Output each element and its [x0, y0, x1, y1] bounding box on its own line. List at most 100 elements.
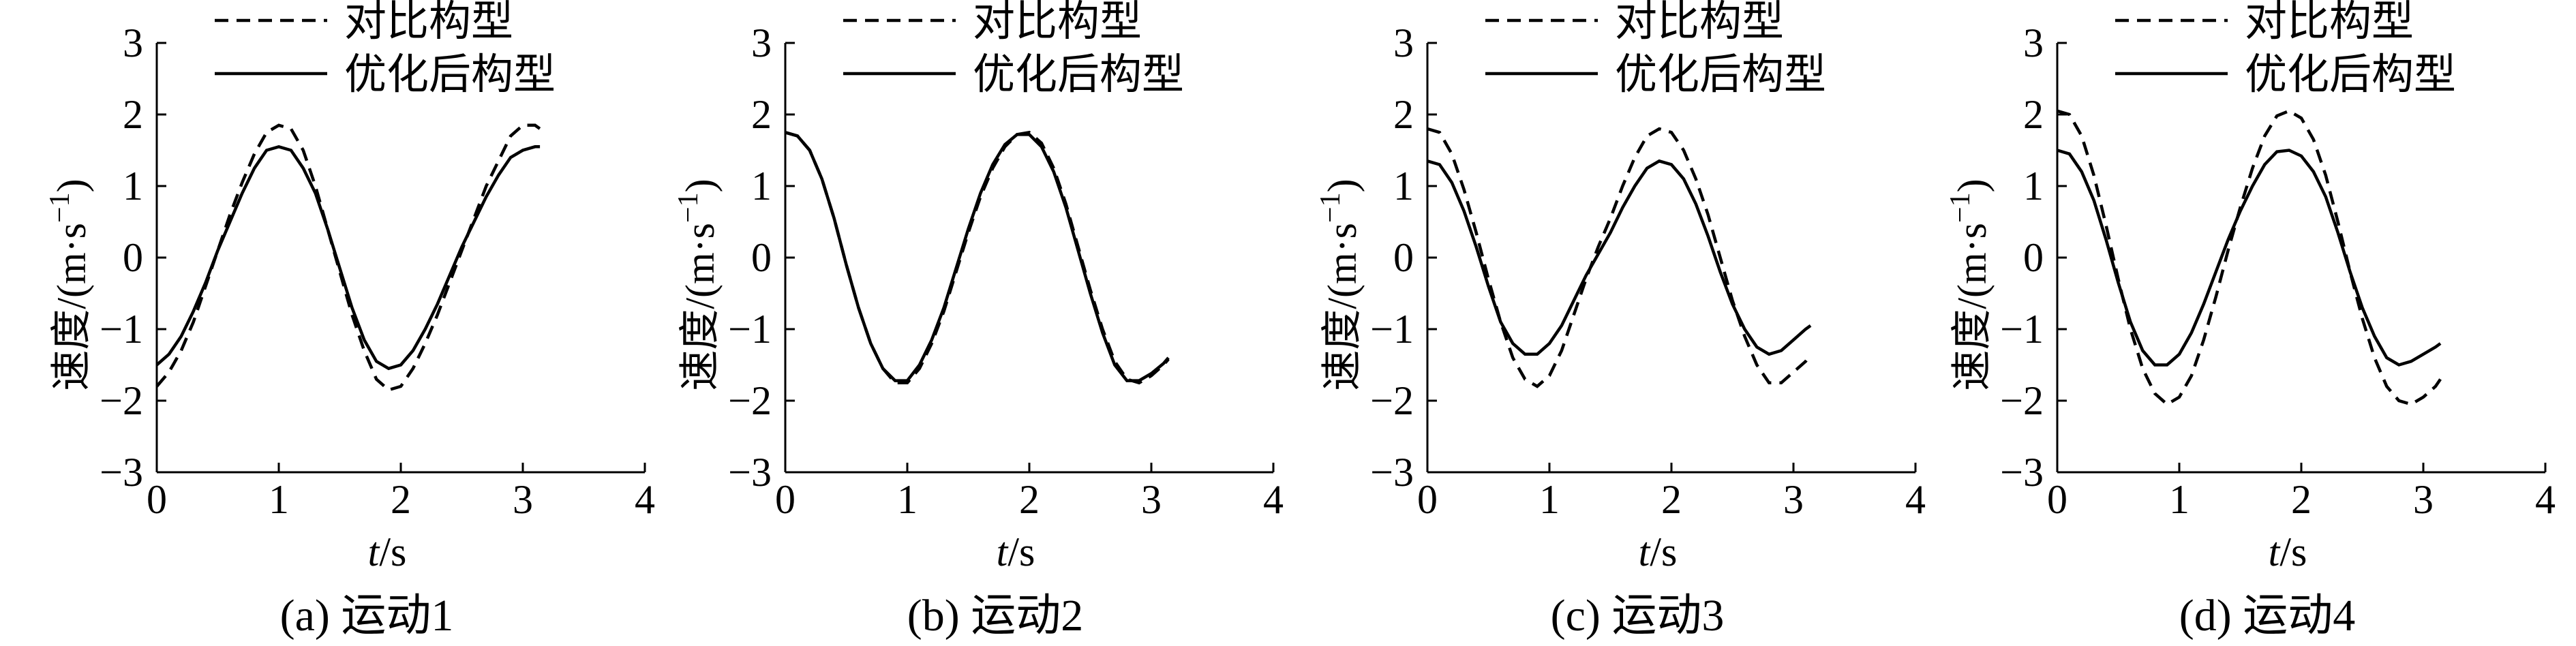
series-line-comparison [785, 130, 1170, 385]
x-axis-label: t/s [1639, 529, 1678, 574]
x-tick-label: 3 [513, 477, 533, 522]
y-axis-label: 速度/(m·s−1) [1945, 179, 1995, 390]
x-axis-label-var: t [1639, 529, 1651, 574]
legend-label-optimized: 优化后构型 [2245, 52, 2456, 98]
y-axis-label: 速度/(m·s−1) [673, 179, 723, 390]
y-tick-label: 2 [123, 92, 143, 137]
x-tick-label: 0 [1417, 477, 1438, 522]
x-tick-label: 2 [2291, 477, 2312, 522]
y-tick-label: −3 [1370, 450, 1414, 495]
y-tick-label: −2 [100, 378, 143, 423]
y-tick-label: 2 [751, 92, 772, 137]
y-axis-label-close: ) [1950, 179, 1995, 192]
x-tick-label: 1 [2169, 477, 2189, 522]
y-axis-label: 速度/(m·s−1) [1315, 179, 1365, 390]
legend-label-comparison: 对比构型 [1615, 0, 1784, 45]
y-tick-label: 1 [1393, 164, 1414, 209]
y-tick-label: −2 [728, 378, 772, 423]
y-tick-label: 3 [1393, 20, 1414, 65]
x-tick-label: 1 [1539, 477, 1560, 522]
x-axis-label-var: t [368, 529, 380, 574]
y-axis-label-main: 速度/(m·s [49, 223, 94, 391]
series-line-comparison [2057, 109, 2442, 407]
y-tick-label: 0 [123, 235, 143, 280]
y-tick-label: −3 [728, 450, 772, 495]
y-axis-label-sup: −1 [44, 192, 76, 223]
y-tick-label: 3 [751, 20, 772, 65]
y-tick-label: −3 [2000, 450, 2044, 495]
y-tick-label: 1 [123, 164, 143, 209]
y-tick-label: 1 [751, 164, 772, 209]
y-tick-label: 2 [2023, 92, 2044, 137]
y-axis-label-sup: −1 [673, 192, 704, 223]
y-axis-label-close: ) [678, 179, 723, 192]
panel-caption: (c) 运动3 [1551, 591, 1725, 641]
series-line-optimized [155, 144, 541, 371]
x-axis-label: t/s [997, 529, 1035, 574]
panel-caption: (d) 运动4 [2179, 591, 2355, 641]
y-tick-label: −2 [1370, 378, 1414, 423]
legend-label-comparison: 对比构型 [2245, 0, 2414, 45]
y-axis-label-close: ) [1320, 179, 1365, 192]
y-tick-label: −1 [728, 307, 772, 352]
y-tick-label: 1 [2023, 164, 2044, 209]
x-tick-label: 1 [897, 477, 918, 522]
y-axis-label-main: 速度/(m·s [1320, 223, 1365, 391]
y-tick-label: 2 [1393, 92, 1414, 137]
x-tick-label: 1 [269, 477, 289, 522]
x-tick-label: 3 [2413, 477, 2434, 522]
panel-caption: (b) 运动2 [907, 591, 1083, 641]
x-axis-label-unit: /s [1007, 529, 1035, 574]
x-axis-label-unit: /s [2279, 529, 2307, 574]
y-tick-label: −1 [2000, 307, 2044, 352]
y-tick-label: 0 [2023, 235, 2044, 280]
y-tick-label: −1 [100, 307, 143, 352]
x-axis-label: t/s [368, 529, 407, 574]
series-line-comparison [1427, 127, 1812, 388]
legend-label-optimized: 优化后构型 [973, 52, 1184, 98]
series-line-optimized [1427, 159, 1812, 356]
y-axis-label-main: 速度/(m·s [1950, 223, 1995, 391]
x-tick-label: 2 [1661, 477, 1682, 522]
panel-caption: (a) 运动1 [280, 591, 454, 641]
x-tick-label: 4 [1263, 477, 1284, 522]
x-tick-label: 4 [635, 477, 655, 522]
x-tick-label: 0 [147, 477, 167, 522]
y-axis-label-sup: −1 [1945, 192, 1976, 223]
x-tick-label: 2 [1019, 477, 1040, 522]
x-tick-label: 4 [2535, 477, 2556, 522]
y-axis-label-sup: −1 [1315, 192, 1346, 223]
y-tick-label: −1 [1370, 307, 1414, 352]
x-tick-label: 4 [1905, 477, 1926, 522]
series-line-optimized [2057, 149, 2442, 367]
y-tick-label: 3 [123, 20, 143, 65]
legend-label-optimized: 优化后构型 [344, 52, 556, 98]
x-tick-label: 0 [2047, 477, 2067, 522]
x-tick-label: 2 [391, 477, 411, 522]
y-tick-label: 0 [1393, 235, 1414, 280]
series-line-optimized [785, 131, 1170, 382]
y-tick-label: 0 [751, 235, 772, 280]
legend-label-optimized: 优化后构型 [1615, 52, 1826, 98]
x-axis-label: t/s [2269, 529, 2307, 574]
x-axis-label-var: t [997, 529, 1009, 574]
x-axis-label-unit: /s [1650, 529, 1677, 574]
y-axis-label-main: 速度/(m·s [678, 223, 723, 391]
y-tick-label: −2 [2000, 378, 2044, 423]
x-axis-label-var: t [2269, 529, 2281, 574]
x-tick-label: 3 [1141, 477, 1162, 522]
y-tick-label: 3 [2023, 20, 2044, 65]
legend-label-comparison: 对比构型 [973, 0, 1142, 45]
y-axis-label: 速度/(m·s−1) [44, 179, 94, 390]
y-axis-label-close: ) [49, 179, 94, 192]
legend-label-comparison: 对比构型 [344, 0, 513, 45]
x-tick-label: 3 [1783, 477, 1804, 522]
x-axis-label-unit: /s [379, 529, 406, 574]
y-tick-label: −3 [100, 450, 143, 495]
x-tick-label: 0 [775, 477, 795, 522]
